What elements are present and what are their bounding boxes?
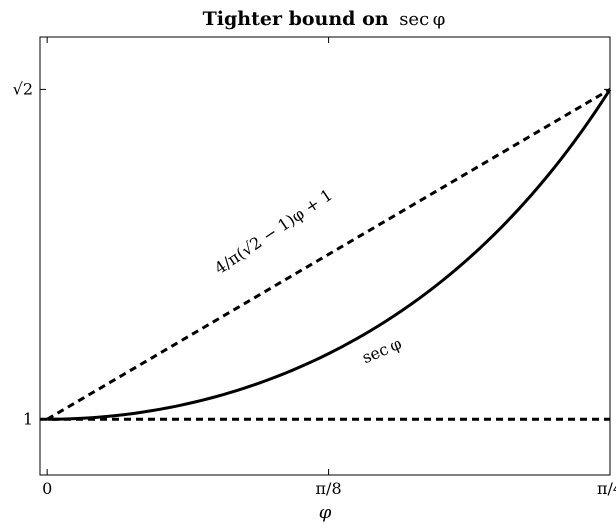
y-tick-label: 1 (23, 409, 33, 428)
x-axis-label: φ (319, 502, 332, 523)
chart-title-main: Tighter bound on (203, 8, 389, 30)
plot-area (39, 36, 611, 476)
chart-title-math: sec φ (399, 9, 445, 30)
x-axis: 0 π/8 π/4 (42, 37, 616, 498)
series-line (47, 88, 612, 421)
series-group (40, 88, 612, 421)
x-tick-label: 0 (42, 479, 52, 498)
chart-title: Tighter bound on sec φ (203, 8, 446, 30)
series-line (46, 88, 611, 421)
y-tick-label: √2 (13, 79, 33, 98)
annotation-label: sec φ (359, 334, 404, 368)
y-axis: 1 √2 (13, 79, 610, 428)
x-tick-label: π/8 (316, 479, 342, 498)
annotations: 4/π(√2 − 1)φ + 1 sec φ (211, 185, 404, 367)
annotation-label: 4/π(√2 − 1)φ + 1 (211, 185, 336, 278)
x-tick-label: π/4 (597, 479, 616, 498)
chart-title-text: Tighter bound on sec φ (203, 8, 446, 30)
